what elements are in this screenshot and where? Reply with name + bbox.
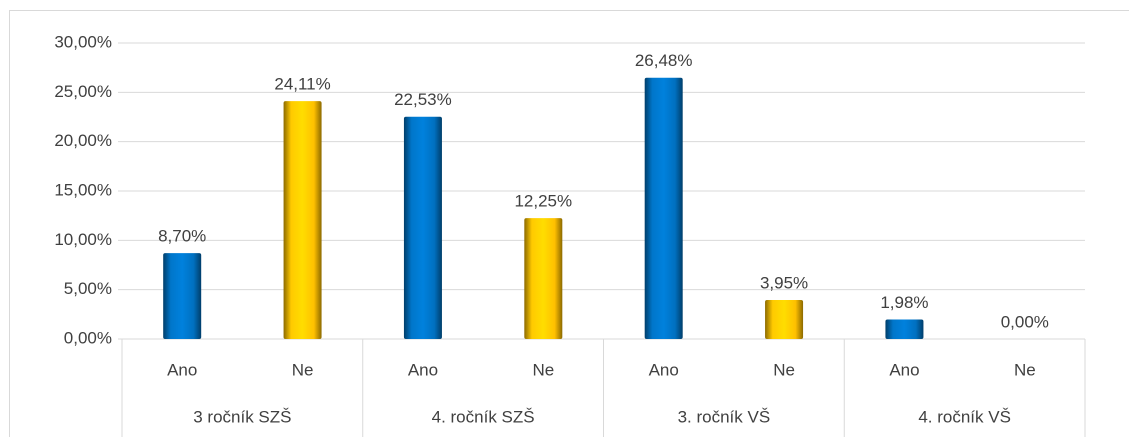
x-tick-label: Ne (292, 360, 314, 379)
bar (283, 101, 322, 339)
data-label: 22,53% (394, 90, 452, 109)
data-label: 1,98% (880, 293, 928, 312)
x-tick-label: Ano (408, 360, 438, 379)
bar (403, 116, 442, 339)
x-tick-label: Ano (167, 360, 197, 379)
group-label: 3 ročník SZŠ (193, 407, 291, 426)
x-tick-label: Ano (649, 360, 679, 379)
group-label: 4. ročník VŠ (918, 407, 1011, 426)
data-label: 3,95% (760, 274, 808, 293)
y-tick-label: 30,00% (54, 32, 112, 51)
y-tick-label: 15,00% (54, 180, 112, 199)
data-label: 12,25% (514, 192, 572, 211)
bar (163, 253, 202, 339)
x-tick-label: Ne (773, 360, 795, 379)
bar (885, 319, 924, 339)
x-tick-label: Ne (1014, 360, 1036, 379)
bar (644, 77, 683, 340)
bar (765, 300, 804, 339)
chart-frame (9, 10, 1129, 437)
y-tick-label: 20,00% (54, 131, 112, 150)
data-label: 8,70% (158, 227, 206, 246)
x-tick-label: Ne (532, 360, 554, 379)
x-tick-label: Ano (889, 360, 919, 379)
group-label: 3. ročník VŠ (678, 407, 771, 426)
y-tick-label: 5,00% (64, 279, 112, 298)
bar (524, 218, 563, 339)
y-tick-label: 25,00% (54, 82, 112, 101)
data-label: 0,00% (1001, 312, 1049, 331)
y-tick-label: 0,00% (64, 328, 112, 347)
group-label: 4. ročník SZŠ (432, 407, 535, 426)
data-label: 26,48% (635, 51, 693, 70)
data-label: 24,11% (274, 75, 330, 94)
y-tick-label: 10,00% (54, 230, 112, 249)
